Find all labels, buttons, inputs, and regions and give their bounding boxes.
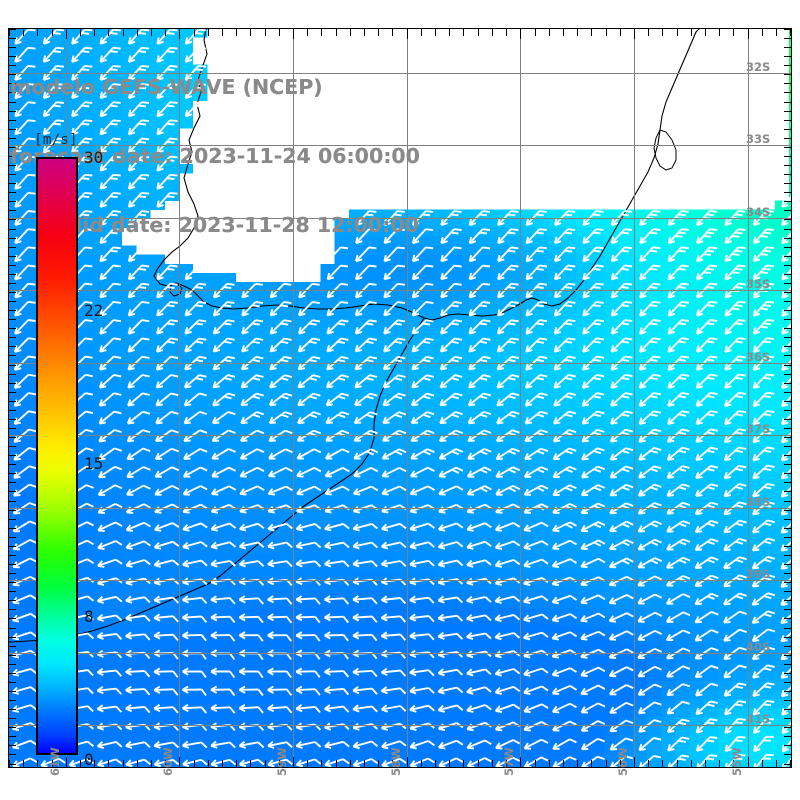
gridline-lat (8, 724, 792, 726)
coastline-inner-path (8, 317, 425, 643)
lon-tick-label: 57W (501, 747, 516, 776)
lon-tick-label: 61W (47, 747, 62, 776)
gridline-lon (747, 28, 749, 768)
gridline-lat (8, 362, 792, 364)
gridline-lat (8, 289, 792, 291)
colorbar-tick-label: 22 (84, 301, 104, 320)
gridline-lon (519, 28, 521, 768)
lon-tick-label: 56W (615, 747, 630, 776)
lon-tick-label: 55W (729, 747, 744, 776)
lat-tick-label: 38S (746, 494, 771, 509)
lat-tick-label: 35S (746, 276, 771, 291)
island-path (169, 282, 183, 297)
gridline-lon (406, 28, 408, 768)
gridline-lon (178, 28, 180, 768)
gridline-lat (8, 652, 792, 654)
title-valid-date: valid date: 2023-11-28 12:00:00 (48, 213, 419, 237)
colorbar-gradient (36, 157, 78, 755)
colorbar-tick-label: 0 (84, 750, 94, 769)
title-forecast-date: forecast date: 2023-11-24 06:00:00 (10, 144, 420, 168)
title-model: modelo GEFS-WAVE (NCEP) (10, 75, 323, 99)
colorbar-unit-label: [m/s] (34, 132, 78, 148)
lat-tick-label: 32S (746, 59, 771, 74)
colorbar-tick-label: 15 (84, 454, 104, 473)
lon-tick-label: 60W (160, 747, 175, 776)
lagoon-path (653, 129, 677, 171)
lon-tick-label: 59W (274, 747, 289, 776)
lat-tick-label: 40S (746, 639, 771, 654)
gridline-lat (8, 434, 792, 436)
colorbar-tick-label: 8 (84, 607, 94, 626)
gridline-lat (8, 144, 792, 146)
gridline-lon (292, 28, 294, 768)
gridline-lat (8, 579, 792, 581)
lat-tick-label: 41S (746, 711, 771, 726)
lat-tick-label: 34S (746, 204, 771, 219)
lat-tick-label: 33S (746, 131, 771, 146)
lat-tick-label: 36S (746, 349, 771, 364)
gridline-lat (8, 507, 792, 509)
wind-barbs-layer (11, 28, 792, 768)
lon-tick-label: 58W (388, 747, 403, 776)
gridline-lon (633, 28, 635, 768)
colorbar[interactable] (36, 157, 78, 755)
lat-tick-label: 39S (746, 566, 771, 581)
gridline-lat (8, 217, 792, 219)
lat-tick-label: 37S (746, 421, 771, 436)
colorbar-tick-label: 30 (84, 148, 104, 167)
gridline-lat (8, 72, 792, 74)
